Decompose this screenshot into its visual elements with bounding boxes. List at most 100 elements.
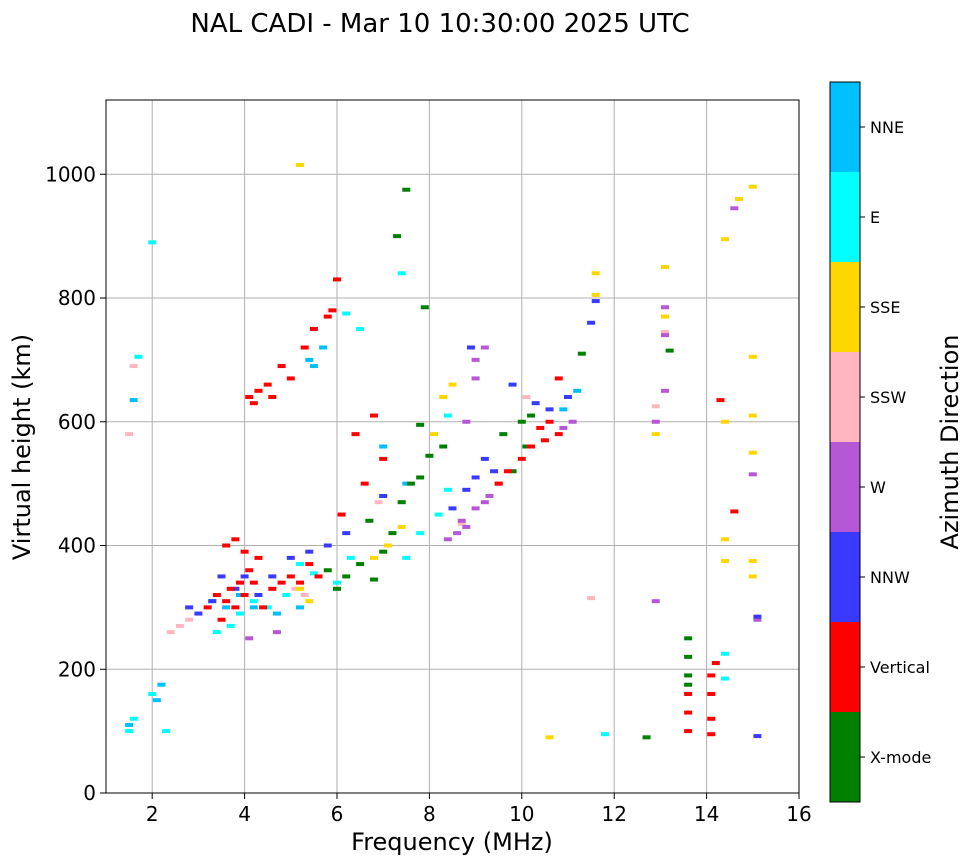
data-point (591, 299, 600, 304)
colorbar-segment (830, 712, 860, 802)
data-point (665, 348, 674, 353)
data-point (249, 401, 258, 406)
colorbar-tick-label: NNE (870, 118, 904, 137)
data-point (651, 404, 660, 409)
data-point (185, 605, 194, 610)
data-point (545, 407, 554, 412)
data-point (249, 605, 258, 610)
x-tick-label: 8 (423, 802, 436, 826)
data-point (323, 314, 332, 319)
data-point (443, 537, 452, 542)
y-tick-label: 1000 (45, 162, 96, 186)
colorbar-tick-label: SSE (870, 298, 900, 317)
data-point (471, 475, 480, 480)
data-point (531, 401, 540, 406)
data-point (342, 531, 351, 536)
data-point (300, 345, 309, 350)
data-point (684, 710, 693, 715)
data-point (286, 555, 295, 560)
data-point (129, 716, 138, 721)
data-point (707, 673, 716, 678)
data-point (134, 354, 143, 359)
data-point (457, 521, 466, 526)
data-point (342, 311, 351, 316)
data-point (753, 734, 762, 739)
data-point (291, 586, 300, 591)
series-x-mode (323, 187, 693, 740)
data-point (522, 444, 531, 449)
data-point (129, 398, 138, 403)
series-e (125, 240, 730, 737)
data-point (245, 636, 254, 641)
data-point (661, 330, 670, 335)
data-point (661, 333, 670, 338)
data-point (591, 271, 600, 276)
x-tick-label: 16 (786, 802, 811, 826)
colorbar: X-mode Vertical NNW W SSW SSE E NNE (829, 81, 931, 803)
data-points (125, 162, 762, 740)
data-point (263, 382, 272, 387)
data-point (268, 574, 277, 579)
data-point (300, 593, 309, 597)
data-point (268, 395, 277, 399)
data-point (457, 518, 466, 523)
data-point (369, 413, 378, 418)
data-point (721, 237, 730, 242)
data-point (222, 599, 231, 604)
data-point (125, 722, 134, 727)
data-point (721, 419, 730, 424)
data-point (748, 354, 757, 359)
data-point (661, 265, 670, 270)
data-point (305, 357, 314, 362)
data-point (545, 735, 554, 740)
data-point (748, 558, 757, 563)
data-point (254, 388, 263, 393)
data-point (471, 376, 480, 381)
y-axis-label: Virtual height (km) (8, 334, 36, 560)
series-vertical (203, 277, 739, 737)
data-point (346, 555, 355, 560)
data-point (471, 357, 480, 362)
data-point (217, 574, 226, 579)
data-point (379, 549, 388, 554)
data-point (517, 456, 526, 461)
chart-title: NAL CADI - Mar 10 10:30:00 2025 UTC (190, 9, 689, 39)
x-tick-label: 2 (146, 802, 159, 826)
data-point (305, 599, 314, 604)
data-point (231, 605, 240, 610)
data-point (466, 345, 475, 350)
data-point (125, 432, 134, 437)
data-point (721, 651, 730, 656)
data-point (577, 351, 586, 356)
data-point (296, 162, 305, 167)
data-point (268, 586, 277, 591)
data-point (439, 444, 448, 449)
data-point (443, 413, 452, 418)
data-point (462, 419, 471, 424)
data-point (217, 617, 226, 622)
data-point (587, 320, 596, 325)
data-point (480, 345, 489, 350)
data-point (661, 388, 670, 393)
data-point (402, 187, 411, 192)
data-point (319, 345, 328, 350)
data-point (296, 605, 305, 610)
data-point (490, 469, 499, 474)
data-point (379, 444, 388, 449)
data-point (554, 432, 563, 437)
data-point (272, 630, 281, 635)
series-nne (125, 345, 582, 727)
data-point (753, 614, 762, 619)
colorbar-tick-label: W (870, 478, 886, 497)
data-point (360, 481, 369, 486)
data-point (379, 456, 388, 461)
data-point (249, 599, 258, 604)
data-point (721, 676, 730, 681)
data-point (734, 197, 743, 201)
data-point (434, 512, 443, 517)
data-point (716, 398, 725, 403)
data-point (309, 571, 318, 576)
data-point (185, 617, 194, 622)
colorbar-label: Azimuth Direction (936, 335, 964, 550)
data-point (263, 605, 272, 610)
